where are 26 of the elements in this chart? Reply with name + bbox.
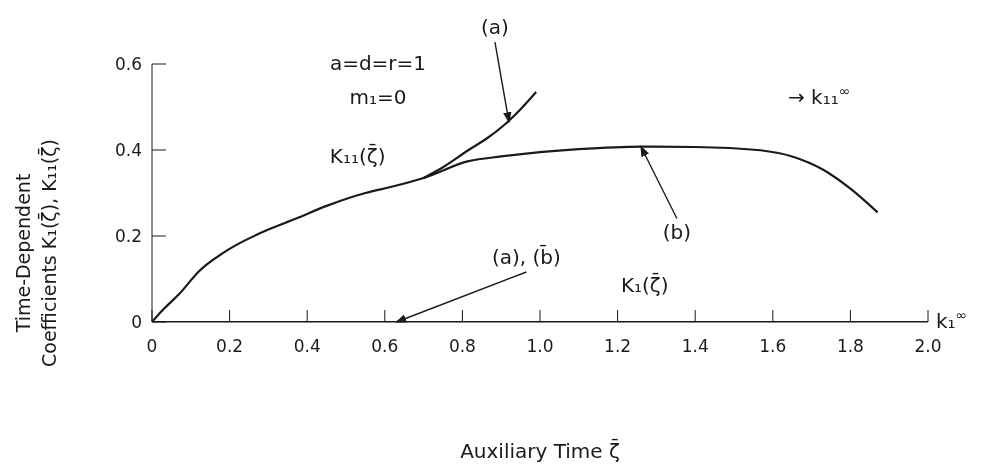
- text: k₁$^{∞}$: [936, 307, 968, 333]
- annotation: (a): [481, 15, 509, 40]
- x-tick-label: 0: [146, 336, 158, 356]
- x-tick-label: 0.6: [371, 336, 399, 356]
- x-tick-label: 0.8: [448, 336, 476, 356]
- x-tick-label: 1.8: [836, 336, 864, 356]
- y-tick-label: 0.2: [114, 226, 142, 246]
- y-tick-label: 0.4: [114, 140, 142, 160]
- y-axis-title: Time-Dependent Coefficients K₁(ζ̄), K₁₁(ζ̄): [12, 139, 60, 367]
- annotation: → k₁₁$^{∞}$: [788, 83, 851, 109]
- annotation: m₁=0: [349, 85, 407, 109]
- x-axis-title: Auxiliary Time ζ̄: [460, 438, 620, 463]
- x-tick-label: 0.4: [293, 336, 321, 356]
- annotation: K₁₁(ζ̄): [329, 143, 386, 168]
- x-tick-label: 2.0: [914, 336, 942, 356]
- x-tick-label: 1.0: [526, 336, 554, 356]
- annotation: (b): [662, 219, 692, 244]
- annotation: a=d=r=1: [329, 51, 427, 75]
- x-tick-label: 0.2: [216, 336, 244, 356]
- x-tick-label: 1.6: [759, 336, 787, 356]
- y-tick-label: 0: [131, 312, 142, 332]
- x-tick-label: 1.2: [604, 336, 632, 356]
- annotation: K₁(ζ̄): [620, 272, 669, 297]
- annotation: (a), (b̄): [491, 244, 561, 269]
- y-tick-label: 0.6: [114, 54, 142, 74]
- x-tick-label: 1.4: [681, 336, 709, 356]
